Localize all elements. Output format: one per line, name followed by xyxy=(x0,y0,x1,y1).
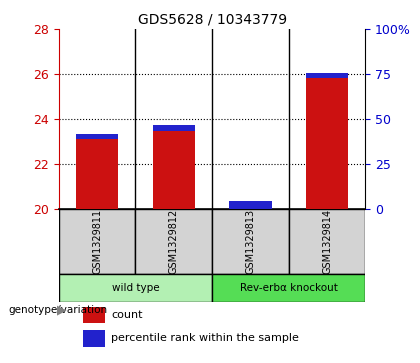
Bar xyxy=(229,201,271,209)
FancyBboxPatch shape xyxy=(212,209,289,274)
Bar xyxy=(83,330,105,347)
Text: percentile rank within the sample: percentile rank within the sample xyxy=(111,333,299,343)
FancyBboxPatch shape xyxy=(59,274,212,302)
Text: GSM1329813: GSM1329813 xyxy=(245,209,255,274)
Bar xyxy=(76,134,118,209)
Text: GSM1329814: GSM1329814 xyxy=(322,209,332,274)
Bar xyxy=(83,307,105,323)
Bar xyxy=(76,134,118,139)
Text: genotype/variation: genotype/variation xyxy=(8,305,108,315)
Title: GDS5628 / 10343779: GDS5628 / 10343779 xyxy=(137,12,287,26)
FancyBboxPatch shape xyxy=(135,209,212,274)
Bar xyxy=(229,201,271,209)
Text: wild type: wild type xyxy=(112,283,159,293)
FancyBboxPatch shape xyxy=(212,274,365,302)
Text: ▶: ▶ xyxy=(57,304,66,317)
Bar xyxy=(306,73,348,209)
Text: GSM1329812: GSM1329812 xyxy=(169,209,179,274)
Text: GSM1329811: GSM1329811 xyxy=(92,209,102,274)
Bar xyxy=(306,73,348,78)
FancyBboxPatch shape xyxy=(289,209,365,274)
Bar xyxy=(153,125,195,131)
Bar xyxy=(153,125,195,209)
FancyBboxPatch shape xyxy=(59,209,135,274)
Text: Rev-erbα knockout: Rev-erbα knockout xyxy=(240,283,338,293)
Text: count: count xyxy=(111,310,142,320)
